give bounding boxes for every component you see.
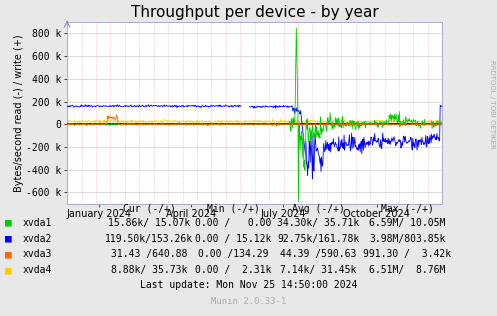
Text: Cur (-/+): Cur (-/+) [123, 204, 175, 214]
Text: xvda2: xvda2 [22, 234, 52, 244]
Text: 8.88k/ 35.73k: 8.88k/ 35.73k [111, 265, 187, 275]
Text: 92.75k/161.78k: 92.75k/161.78k [277, 234, 359, 244]
Text: 7.14k/ 31.45k: 7.14k/ 31.45k [280, 265, 356, 275]
Text: ■: ■ [5, 265, 12, 275]
Text: Min (-/+): Min (-/+) [207, 204, 260, 214]
Text: Munin 2.0.33-1: Munin 2.0.33-1 [211, 297, 286, 306]
Text: Last update: Mon Nov 25 14:50:00 2024: Last update: Mon Nov 25 14:50:00 2024 [140, 280, 357, 289]
Text: 119.50k/153.26k: 119.50k/153.26k [105, 234, 193, 244]
Y-axis label: Bytes/second read (-) / write (+): Bytes/second read (-) / write (+) [13, 34, 23, 192]
Text: 991.30 /  3.42k: 991.30 / 3.42k [363, 249, 452, 259]
Text: xvda1: xvda1 [22, 218, 52, 228]
Text: ■: ■ [5, 218, 12, 228]
Text: 0.00 / 15.12k: 0.00 / 15.12k [195, 234, 272, 244]
Text: RRDTOOL / TOBI OETIKER: RRDTOOL / TOBI OETIKER [489, 60, 495, 149]
Text: ■: ■ [5, 234, 12, 244]
Text: xvda3: xvda3 [22, 249, 52, 259]
Text: 34.30k/ 35.71k: 34.30k/ 35.71k [277, 218, 359, 228]
Text: 31.43 /640.88: 31.43 /640.88 [111, 249, 187, 259]
Text: Avg (-/+): Avg (-/+) [292, 204, 344, 214]
Text: 0.00 /134.29: 0.00 /134.29 [198, 249, 269, 259]
Text: 6.51M/  8.76M: 6.51M/ 8.76M [369, 265, 446, 275]
Text: 6.59M/ 10.05M: 6.59M/ 10.05M [369, 218, 446, 228]
Title: Throughput per device - by year: Throughput per device - by year [131, 4, 379, 20]
Text: 0.00 /   0.00: 0.00 / 0.00 [195, 218, 272, 228]
Text: 15.86k/ 15.07k: 15.86k/ 15.07k [108, 218, 190, 228]
Text: 0.00 /  2.31k: 0.00 / 2.31k [195, 265, 272, 275]
Text: Max (-/+): Max (-/+) [381, 204, 434, 214]
Text: xvda4: xvda4 [22, 265, 52, 275]
Text: 3.98M/803.85k: 3.98M/803.85k [369, 234, 446, 244]
Text: 44.39 /590.63: 44.39 /590.63 [280, 249, 356, 259]
Text: ■: ■ [5, 249, 12, 259]
